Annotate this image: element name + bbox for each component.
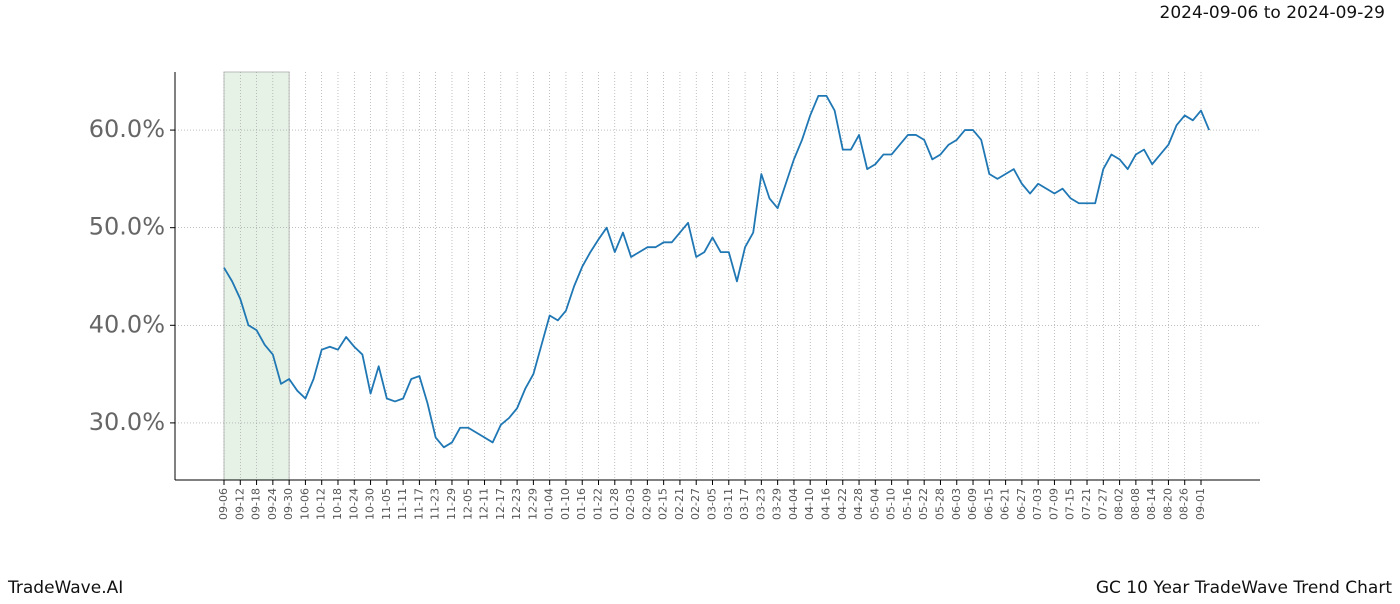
x-tick-label: 07-09 xyxy=(1047,488,1060,520)
x-tick-label: 12-29 xyxy=(526,488,539,520)
x-tick-label: 05-10 xyxy=(885,488,898,520)
x-tick-label: 10-06 xyxy=(298,488,311,520)
x-tick-label: 10-12 xyxy=(315,488,328,520)
x-tick-label: 09-06 xyxy=(217,488,230,520)
x-tick-label: 02-21 xyxy=(673,488,686,520)
x-tick-label: 02-03 xyxy=(624,488,637,520)
x-tick-label: 04-28 xyxy=(852,488,865,520)
x-tick-label: 04-04 xyxy=(787,488,800,520)
x-tick-label: 10-24 xyxy=(347,488,360,520)
x-tick-label: 11-29 xyxy=(445,488,458,520)
x-tick-label: 09-01 xyxy=(1194,488,1207,520)
y-tick-label: 60.0% xyxy=(89,115,165,143)
x-tick-label: 01-10 xyxy=(559,488,572,520)
x-tick-label: 03-23 xyxy=(754,488,767,520)
x-tick-label: 12-11 xyxy=(478,488,491,520)
x-tick-label: 01-16 xyxy=(575,488,588,520)
x-tick-label: 01-22 xyxy=(592,488,605,520)
x-tick-label: 08-26 xyxy=(1178,488,1191,520)
x-tick-label: 12-05 xyxy=(461,488,474,520)
x-tick-label: 06-21 xyxy=(999,488,1012,520)
y-tick-label: 30.0% xyxy=(89,408,165,436)
x-tick-label: 05-28 xyxy=(933,488,946,520)
x-tick-label: 07-21 xyxy=(1080,488,1093,520)
x-tick-label: 11-11 xyxy=(396,488,409,520)
x-tick-label: 03-29 xyxy=(771,488,784,520)
x-tick-label: 11-17 xyxy=(412,488,425,520)
x-tick-label: 02-27 xyxy=(689,488,702,520)
x-tick-label: 05-04 xyxy=(868,488,881,520)
x-tick-label: 05-22 xyxy=(917,488,930,520)
x-tick-label: 06-09 xyxy=(966,488,979,520)
x-tick-label: 09-12 xyxy=(233,488,246,520)
x-tick-label: 04-10 xyxy=(803,488,816,520)
y-tick-label: 40.0% xyxy=(89,310,165,338)
x-tick-label: 03-05 xyxy=(706,488,719,520)
x-tick-label: 11-23 xyxy=(429,488,442,520)
x-tick-label: 07-15 xyxy=(1064,488,1077,520)
x-tick-label: 08-14 xyxy=(1145,488,1158,520)
x-tick-label: 09-30 xyxy=(282,488,295,520)
y-tick-label: 50.0% xyxy=(89,213,165,241)
chart-name: GC 10 Year TradeWave Trend Chart xyxy=(1096,578,1392,598)
x-tick-label: 09-18 xyxy=(250,488,263,520)
x-tick-label: 06-15 xyxy=(982,488,995,520)
x-tick-label: 10-30 xyxy=(364,488,377,520)
x-tick-label: 06-27 xyxy=(1015,488,1028,520)
x-tick-label: 01-28 xyxy=(608,488,621,520)
x-tick-label: 04-22 xyxy=(836,488,849,520)
x-tick-label: 01-04 xyxy=(543,488,556,520)
x-tick-label: 03-17 xyxy=(738,488,751,520)
x-tick-label: 03-11 xyxy=(722,488,735,520)
x-tick-label: 08-02 xyxy=(1113,488,1126,520)
x-tick-label: 09-24 xyxy=(266,488,279,520)
x-tick-label: 07-27 xyxy=(1096,488,1109,520)
x-tick-label: 12-17 xyxy=(494,488,507,520)
x-tick-label: 11-05 xyxy=(380,488,393,520)
x-tick-label: 10-18 xyxy=(331,488,344,520)
x-tick-label: 06-03 xyxy=(950,488,963,520)
date-range: 2024-09-06 to 2024-09-29 xyxy=(1160,3,1385,23)
x-tick-label: 12-23 xyxy=(510,488,523,520)
x-tick-label: 05-16 xyxy=(901,488,914,520)
x-tick-label: 07-03 xyxy=(1031,488,1044,520)
x-tick-label: 08-20 xyxy=(1161,488,1174,520)
trend-line xyxy=(223,95,1210,449)
x-tick-label: 02-09 xyxy=(640,488,653,520)
brand: TradeWave.AI xyxy=(7,578,123,598)
x-tick-label: 08-08 xyxy=(1129,488,1142,520)
x-tick-label: 02-15 xyxy=(657,488,670,520)
x-tick-label: 04-16 xyxy=(819,488,832,520)
